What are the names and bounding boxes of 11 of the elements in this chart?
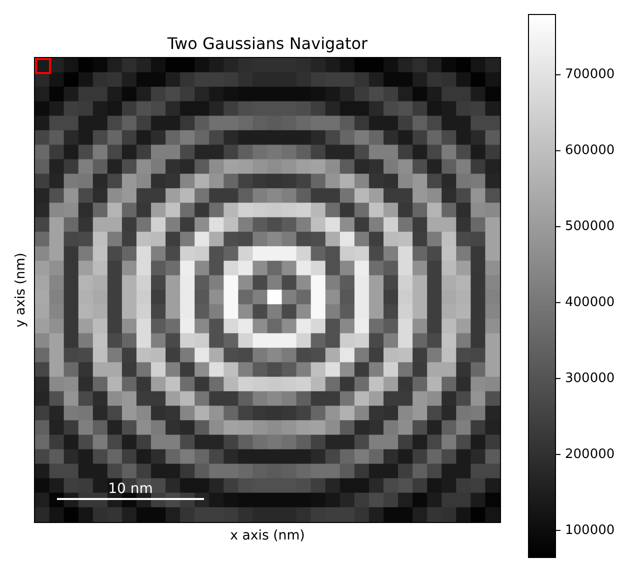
color-bar-label: 400000 — [565, 294, 615, 310]
x-axis-title: x axis (nm) — [230, 528, 305, 544]
color-bar-label: 700000 — [565, 67, 615, 82]
color-bar-label: 500000 — [565, 219, 615, 234]
color-bar-label: 200000 — [565, 446, 615, 462]
chart-title: Two Gaussians Navigator — [166, 34, 368, 53]
y-axis-title: y axis (nm) — [13, 252, 28, 328]
annotation: 10 nm — [108, 481, 153, 497]
color-bar-label: 100000 — [565, 522, 615, 538]
color-bar-label: 300000 — [565, 370, 615, 386]
color-bar-label: 600000 — [565, 143, 615, 158]
